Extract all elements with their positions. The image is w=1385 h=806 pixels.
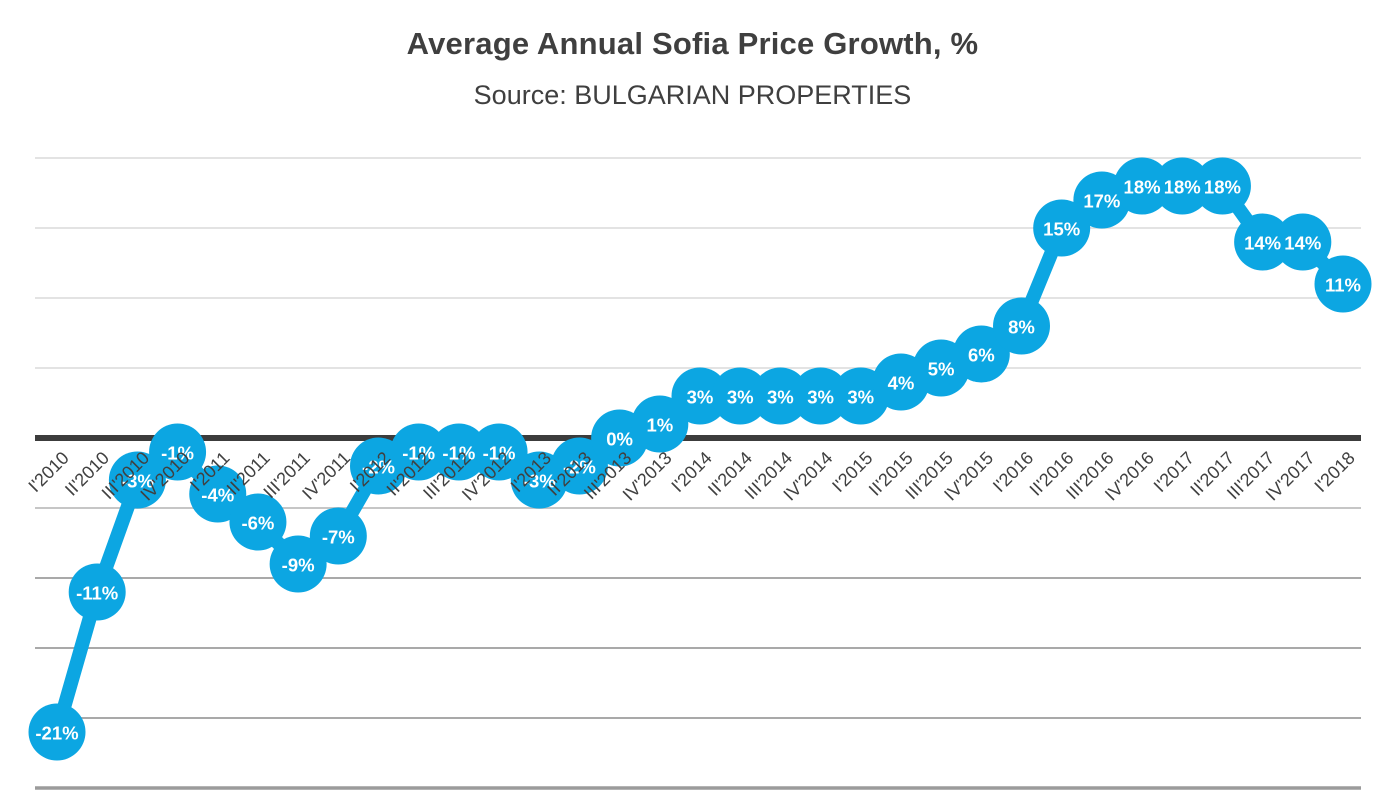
data-point-label: -1% <box>483 443 516 464</box>
data-point-marker <box>430 423 488 481</box>
data-point-label: -1% <box>402 443 435 464</box>
data-point-marker <box>1113 157 1171 215</box>
data-point-label: 15% <box>1043 219 1080 240</box>
data-point-label: 6% <box>968 345 995 366</box>
data-point-marker <box>1033 199 1091 257</box>
data-point-label: -3% <box>523 471 556 492</box>
data-point-label: -7% <box>322 527 355 548</box>
data-point-label: -3% <box>121 471 154 492</box>
data-point-label: 0% <box>606 429 633 450</box>
data-point-label: 3% <box>807 387 834 408</box>
data-point-label: -4% <box>201 485 234 506</box>
data-point-marker <box>229 493 287 551</box>
data-point-marker <box>1153 157 1211 215</box>
data-point-marker <box>189 465 247 523</box>
data-point-label: -2% <box>362 457 395 478</box>
data-point-marker <box>68 563 126 621</box>
data-point-label: 17% <box>1083 191 1120 212</box>
data-point-label: 5% <box>928 359 955 380</box>
data-point-label: 3% <box>687 387 714 408</box>
data-point-label: 14% <box>1284 233 1321 254</box>
data-point-marker <box>309 507 367 565</box>
data-point-label: 3% <box>847 387 874 408</box>
data-point-marker <box>671 367 729 425</box>
chart-subtitle: Source: BULGARIAN PROPERTIES <box>473 80 912 110</box>
data-point-label: -2% <box>563 457 596 478</box>
data-point-label: 3% <box>767 387 794 408</box>
data-point-marker <box>550 437 608 495</box>
data-point-marker <box>149 423 207 481</box>
data-point-label: -9% <box>282 555 315 576</box>
data-point-label: 1% <box>646 415 673 436</box>
data-point-label: 18% <box>1124 177 1161 198</box>
data-point-label: -21% <box>35 723 78 744</box>
data-point-marker <box>1234 213 1292 271</box>
data-point-marker <box>1193 157 1251 215</box>
data-point-marker <box>751 367 809 425</box>
data-point-marker <box>470 423 528 481</box>
data-point-label: 18% <box>1204 177 1241 198</box>
data-point-label: 8% <box>1008 317 1035 338</box>
data-point-label: -1% <box>161 443 194 464</box>
data-point-label: -6% <box>241 513 274 534</box>
data-point-label: 3% <box>727 387 754 408</box>
data-point-marker <box>711 367 769 425</box>
category-axis-label: I'2018 <box>1310 448 1358 496</box>
data-point-marker <box>108 451 166 509</box>
data-point-label: 4% <box>888 373 915 394</box>
data-point-marker <box>952 325 1010 383</box>
data-point-marker <box>269 535 327 593</box>
data-point-marker <box>28 703 86 761</box>
data-point-marker <box>792 367 850 425</box>
data-point-label: -1% <box>442 443 475 464</box>
data-point-marker <box>993 297 1050 355</box>
data-point-label: 18% <box>1164 177 1201 198</box>
chart-title: Average Annual Sofia Price Growth, % <box>406 26 979 61</box>
data-point-marker <box>1314 255 1372 313</box>
data-point-marker <box>631 395 689 453</box>
data-point-marker <box>390 423 448 481</box>
data-point-label: 14% <box>1244 233 1281 254</box>
data-point-label: 11% <box>1325 275 1361 296</box>
data-point-label: -11% <box>76 583 118 604</box>
data-point-marker <box>1274 213 1332 271</box>
